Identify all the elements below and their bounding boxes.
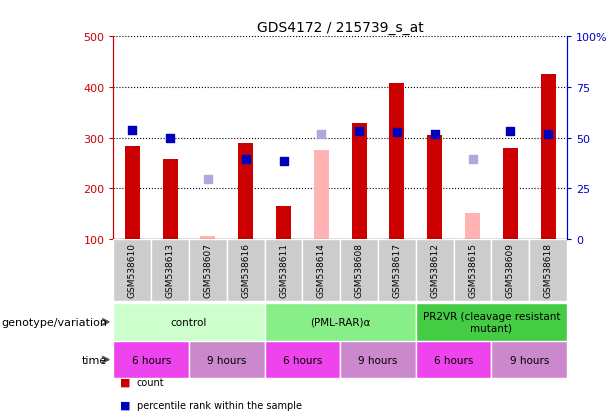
Bar bbox=[503, 148, 518, 240]
Text: ■: ■ bbox=[120, 377, 130, 387]
Text: 6 hours: 6 hours bbox=[434, 355, 473, 365]
Bar bbox=[340, 240, 378, 301]
Point bbox=[392, 129, 402, 135]
Bar bbox=[189, 240, 227, 301]
Bar bbox=[238, 143, 253, 240]
Point bbox=[128, 127, 137, 133]
Bar bbox=[162, 159, 178, 240]
Bar bbox=[492, 342, 567, 378]
Bar bbox=[189, 342, 265, 378]
Bar bbox=[529, 240, 567, 301]
Text: count: count bbox=[137, 377, 164, 387]
Text: GSM538610: GSM538610 bbox=[128, 243, 137, 297]
Text: GSM538617: GSM538617 bbox=[392, 243, 402, 297]
Bar bbox=[151, 240, 189, 301]
Text: control: control bbox=[171, 317, 207, 327]
Text: PR2VR (cleavage resistant
mutant): PR2VR (cleavage resistant mutant) bbox=[423, 311, 560, 333]
Text: time: time bbox=[82, 355, 107, 365]
Bar bbox=[416, 304, 567, 341]
Point bbox=[468, 156, 478, 163]
Bar bbox=[416, 240, 454, 301]
Bar bbox=[340, 342, 416, 378]
Point bbox=[203, 176, 213, 183]
Point bbox=[430, 131, 440, 138]
Bar bbox=[378, 240, 416, 301]
Bar bbox=[113, 342, 189, 378]
Text: GSM538612: GSM538612 bbox=[430, 243, 440, 297]
Bar bbox=[427, 136, 442, 240]
Bar bbox=[227, 240, 265, 301]
Bar bbox=[265, 304, 416, 341]
Bar bbox=[541, 75, 556, 240]
Bar bbox=[416, 342, 492, 378]
Text: (PML-RAR)α: (PML-RAR)α bbox=[310, 317, 370, 327]
Bar bbox=[113, 304, 265, 341]
Text: 9 hours: 9 hours bbox=[359, 355, 398, 365]
Text: GSM538618: GSM538618 bbox=[544, 243, 553, 297]
Text: 6 hours: 6 hours bbox=[283, 355, 322, 365]
Bar bbox=[465, 213, 480, 240]
Bar bbox=[389, 84, 405, 240]
Bar bbox=[302, 240, 340, 301]
Text: percentile rank within the sample: percentile rank within the sample bbox=[137, 400, 302, 410]
Text: GSM538608: GSM538608 bbox=[354, 243, 364, 297]
Point bbox=[354, 128, 364, 135]
Point bbox=[316, 131, 326, 138]
Bar bbox=[200, 236, 216, 240]
Text: GSM538609: GSM538609 bbox=[506, 243, 515, 297]
Bar bbox=[113, 240, 151, 301]
Text: GSM538614: GSM538614 bbox=[317, 243, 326, 297]
Point bbox=[543, 131, 553, 138]
Text: 9 hours: 9 hours bbox=[509, 355, 549, 365]
Text: GSM538613: GSM538613 bbox=[166, 243, 175, 297]
Text: 9 hours: 9 hours bbox=[207, 355, 246, 365]
Point bbox=[166, 135, 175, 142]
Text: genotype/variation: genotype/variation bbox=[1, 317, 107, 327]
Bar bbox=[351, 124, 367, 240]
Bar bbox=[265, 342, 340, 378]
Text: 6 hours: 6 hours bbox=[132, 355, 171, 365]
Bar bbox=[125, 147, 140, 240]
Text: ■: ■ bbox=[120, 400, 130, 410]
Bar bbox=[454, 240, 492, 301]
Text: GSM538615: GSM538615 bbox=[468, 243, 477, 297]
Bar bbox=[265, 240, 302, 301]
Text: GSM538607: GSM538607 bbox=[204, 243, 213, 297]
Text: GSM538611: GSM538611 bbox=[279, 243, 288, 297]
Bar bbox=[276, 206, 291, 240]
Point bbox=[278, 158, 289, 164]
Bar bbox=[492, 240, 529, 301]
Point bbox=[241, 156, 251, 163]
Text: GSM538616: GSM538616 bbox=[241, 243, 250, 297]
Point bbox=[505, 128, 515, 135]
Title: GDS4172 / 215739_s_at: GDS4172 / 215739_s_at bbox=[257, 21, 424, 35]
Bar bbox=[314, 151, 329, 240]
